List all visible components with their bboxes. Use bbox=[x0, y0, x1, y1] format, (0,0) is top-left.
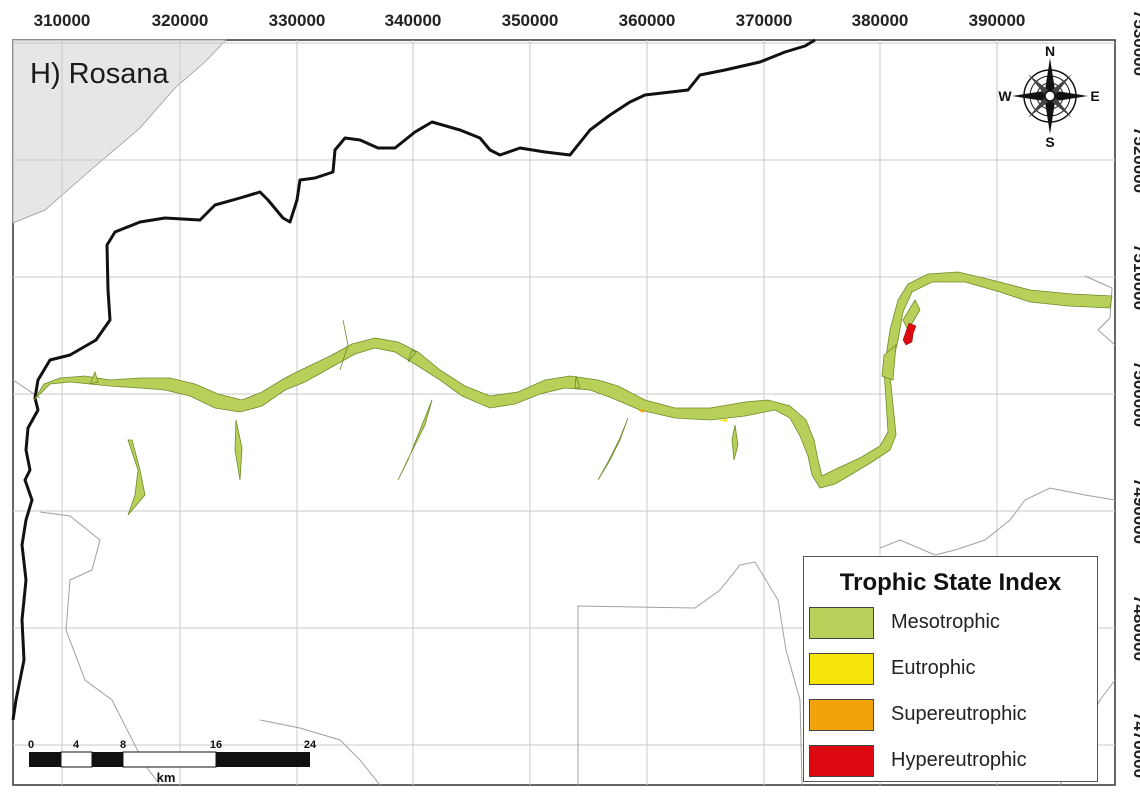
compass-n-label: N bbox=[1045, 43, 1055, 59]
x-tick-label: 310000 bbox=[34, 11, 91, 30]
legend-label: Hypereutrophic bbox=[891, 749, 1027, 771]
reservoir-mesotrophic bbox=[33, 271, 1113, 516]
legend-swatch bbox=[809, 653, 874, 685]
y-tick-label: 7530000 bbox=[1130, 10, 1140, 76]
compass-s-label: S bbox=[1045, 134, 1054, 150]
x-tick-label: 330000 bbox=[269, 11, 326, 30]
y-tick-label: 7470000 bbox=[1130, 712, 1140, 778]
shaded-region bbox=[12, 39, 227, 224]
y-tick-label: 7520000 bbox=[1130, 127, 1140, 193]
y-tick-label: 7490000 bbox=[1130, 478, 1140, 544]
legend-item-hypereutrophic: Hypereutrophic bbox=[809, 745, 1089, 777]
legend-swatch bbox=[809, 607, 874, 639]
x-tick-label: 380000 bbox=[852, 11, 909, 30]
legend-item-mesotrophic: Mesotrophic bbox=[809, 607, 1089, 639]
compass-rose-icon: N S E W bbox=[998, 43, 1099, 150]
scale-bar: 0 4 8 16 24 km bbox=[26, 738, 326, 791]
legend-swatch bbox=[809, 699, 874, 731]
panel-label: H) Rosana bbox=[30, 58, 169, 90]
grid-lines bbox=[13, 40, 1115, 785]
legend-label: Mesotrophic bbox=[891, 611, 1000, 633]
scale-tick-label: 0 bbox=[28, 739, 34, 751]
legend-item-supereutrophic: Supereutrophic bbox=[809, 699, 1089, 731]
supereutrophic-spot bbox=[638, 409, 645, 413]
legend-title: Trophic State Index bbox=[839, 569, 1062, 596]
compass-w-label: W bbox=[998, 88, 1012, 104]
compass-e-label: E bbox=[1090, 88, 1099, 104]
legend-item-eutrophic: Eutrophic bbox=[809, 653, 1089, 685]
x-tick-label: 370000 bbox=[736, 11, 793, 30]
x-tick-label: 390000 bbox=[969, 11, 1026, 30]
eutrophic-spot bbox=[718, 419, 728, 422]
scale-tick-label: 16 bbox=[210, 739, 222, 751]
state-border bbox=[11, 38, 816, 721]
legend-label: Eutrophic bbox=[891, 657, 976, 679]
scale-tick-label: 24 bbox=[304, 739, 317, 751]
scale-bar-graphic: 0 4 8 16 24 km bbox=[28, 739, 317, 785]
y-axis-ticks: 7530000 7520000 7510000 7500000 7490000 … bbox=[1130, 10, 1140, 778]
x-tick-label: 350000 bbox=[502, 11, 559, 30]
legend-swatch bbox=[809, 745, 874, 777]
x-tick-label: 360000 bbox=[619, 11, 676, 30]
legend-label: Supereutrophic bbox=[891, 703, 1027, 725]
y-tick-label: 7480000 bbox=[1130, 595, 1140, 661]
x-axis-ticks: 310000 320000 330000 340000 350000 36000… bbox=[34, 11, 1026, 30]
scale-unit: km bbox=[157, 770, 176, 785]
y-tick-label: 7510000 bbox=[1130, 244, 1140, 310]
y-tick-label: 7500000 bbox=[1130, 361, 1140, 427]
scale-tick-label: 8 bbox=[120, 739, 126, 751]
x-tick-label: 340000 bbox=[385, 11, 442, 30]
hypereutrophic-spot bbox=[902, 322, 917, 346]
legend: Trophic State Index Mesotrophic Eutrophi… bbox=[803, 556, 1098, 782]
scale-tick-label: 4 bbox=[73, 739, 80, 751]
x-tick-label: 320000 bbox=[152, 11, 209, 30]
